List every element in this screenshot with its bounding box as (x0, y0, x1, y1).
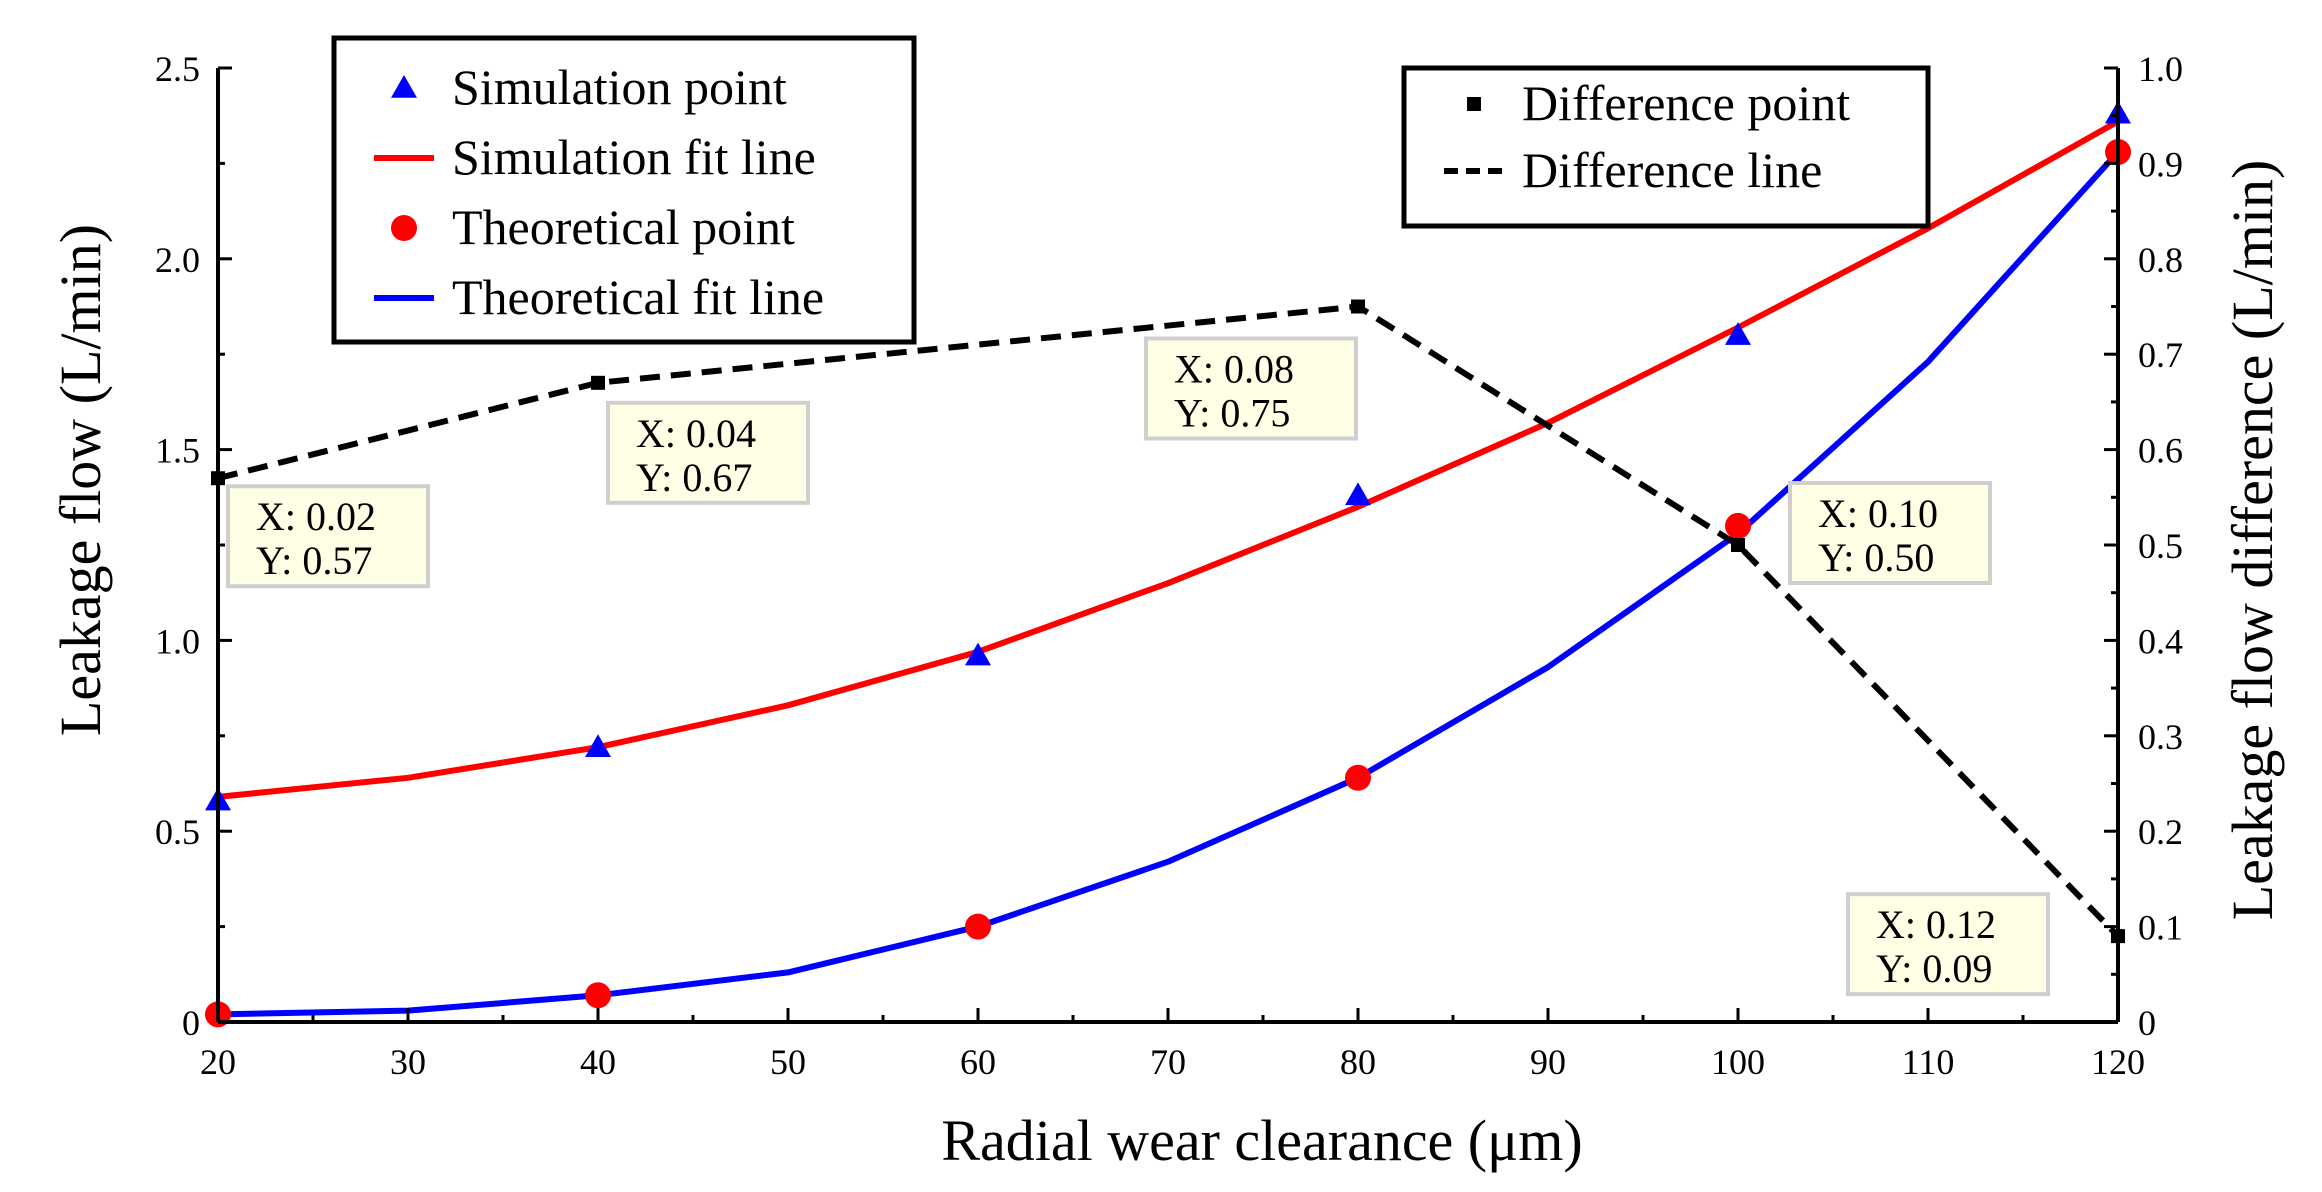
y2-tick-label: 0.8 (2138, 240, 2183, 280)
x-tick-label: 90 (1530, 1042, 1566, 1082)
y2-tick-label: 0.3 (2138, 717, 2183, 757)
theoretical-point-marker (1345, 764, 1371, 791)
legend-left: Simulation point Simulation fit line Theor… (331, 35, 917, 345)
y2-tick-label: 0.6 (2138, 431, 2183, 471)
datatip-y-label: Y: 0.50 (1818, 535, 1934, 580)
datatip-x-label: X: 0.04 (636, 411, 756, 456)
datatip-x-label: X: 0.08 (1174, 347, 1294, 392)
legend-simulation-point-symbol (391, 75, 417, 98)
theoretical-point-marker (965, 913, 991, 940)
legend-difference-line-label: Difference line (1522, 142, 1822, 198)
datatip-box (1144, 336, 1358, 441)
datatip-x-label: X: 0.12 (1876, 902, 1996, 947)
datatip-box (1788, 481, 1992, 585)
datatips-layer: X: 0.02Y: 0.57X: 0.04Y: 0.67X: 0.08Y: 0.… (226, 336, 2050, 997)
legend-theoretical-fit-line-label: Theoretical fit line (452, 269, 824, 325)
datatip-x-label: X: 0.02 (256, 494, 376, 539)
simulation-point-marker (1725, 322, 1751, 345)
datatip: X: 0.04Y: 0.67 (606, 400, 810, 505)
legend-simulation-point-label: Simulation point (452, 59, 787, 115)
x-tick-label: 110 (1902, 1042, 1955, 1082)
datatip-x-label: X: 0.10 (1818, 491, 1938, 536)
y-tick-label: 1.0 (155, 621, 200, 661)
difference-point-marker (591, 375, 605, 390)
x-tick-label: 100 (1711, 1042, 1765, 1082)
x-axis-title: Radial wear clearance (μm) (941, 1108, 1582, 1173)
datatip-y-label: Y: 0.67 (636, 455, 752, 500)
datatip-y-label: Y: 0.57 (256, 538, 372, 583)
datatip: X: 0.10Y: 0.50 (1788, 481, 1992, 585)
x-tick-label: 30 (390, 1042, 426, 1082)
x-tick-label: 60 (960, 1042, 996, 1082)
theoretical-point-marker (1725, 512, 1751, 539)
y2-tick-label: 0.4 (2138, 621, 2183, 661)
simulation-point-marker (965, 642, 991, 666)
y2-tick-label: 1.0 (2138, 49, 2183, 89)
axes-layer: 20 30 40 50 60 70 80 90 100 110 12000.51.01.52.02.… (155, 49, 2183, 1082)
y2-tick-label: 0.1 (2138, 908, 2183, 948)
difference-point-marker (1351, 299, 1365, 314)
y2-tick-label: 0 (2138, 1003, 2156, 1043)
y-axis-title: Leakage flow (L/min) (48, 224, 113, 736)
x-tick-label: 80 (1340, 1042, 1376, 1082)
simulation-point-marker (1345, 482, 1371, 506)
theoretical-point-marker (585, 982, 611, 1009)
legends-layer: Simulation point Simulation fit line Theor… (331, 35, 1931, 345)
x-tick-label: 120 (2091, 1042, 2145, 1082)
datatip-box (226, 484, 430, 589)
y-tick-label: 1.5 (155, 431, 200, 471)
simulation-point-marker (585, 734, 611, 757)
series-layer (205, 100, 2131, 1028)
x-tick-label: 20 (200, 1042, 236, 1082)
x-tick-label: 70 (1150, 1042, 1186, 1082)
x-tick-label: 40 (580, 1042, 616, 1082)
difference-point-marker (1731, 538, 1745, 552)
legend-theoretical-point-symbol (391, 215, 417, 241)
legend-right: Difference point Difference line (1401, 65, 1931, 229)
legend-difference-point-symbol (1467, 97, 1481, 111)
simulation-fit-line (217, 118, 2120, 800)
y2-tick-label: 0.2 (2138, 812, 2183, 852)
datatip: X: 0.08Y: 0.75 (1144, 336, 1358, 441)
legend-left-box (331, 35, 917, 345)
datatip: X: 0.02Y: 0.57 (226, 484, 430, 589)
y2-axis-title: Leakage flow difference (L/min) (2220, 160, 2285, 921)
datatip: X: 0.12Y: 0.09 (1846, 892, 2050, 997)
legend-difference-point-label: Difference point (1522, 75, 1850, 131)
legend-right-box (1401, 65, 1931, 229)
theoretical-fit-line (217, 149, 2121, 1018)
y-tick-label: 2.0 (155, 240, 200, 280)
y2-tick-label: 0.5 (2138, 526, 2183, 566)
y2-tick-label: 0.7 (2138, 335, 2183, 375)
x-tick-label: 50 (770, 1042, 806, 1082)
y-tick-label: 2.5 (155, 49, 200, 89)
datatip-box (606, 400, 810, 505)
datatip-box (1846, 892, 2050, 997)
datatip-y-label: Y: 0.09 (1876, 946, 1992, 991)
y-tick-label: 0.5 (155, 812, 200, 852)
legend-simulation-fit-line-label: Simulation fit line (452, 129, 816, 185)
y2-tick-label: 0.9 (2138, 144, 2183, 184)
legend-theoretical-point-label: Theoretical point (452, 199, 795, 255)
y-tick-label: 0 (182, 1003, 200, 1043)
datatip-y-label: Y: 0.75 (1174, 391, 1290, 436)
